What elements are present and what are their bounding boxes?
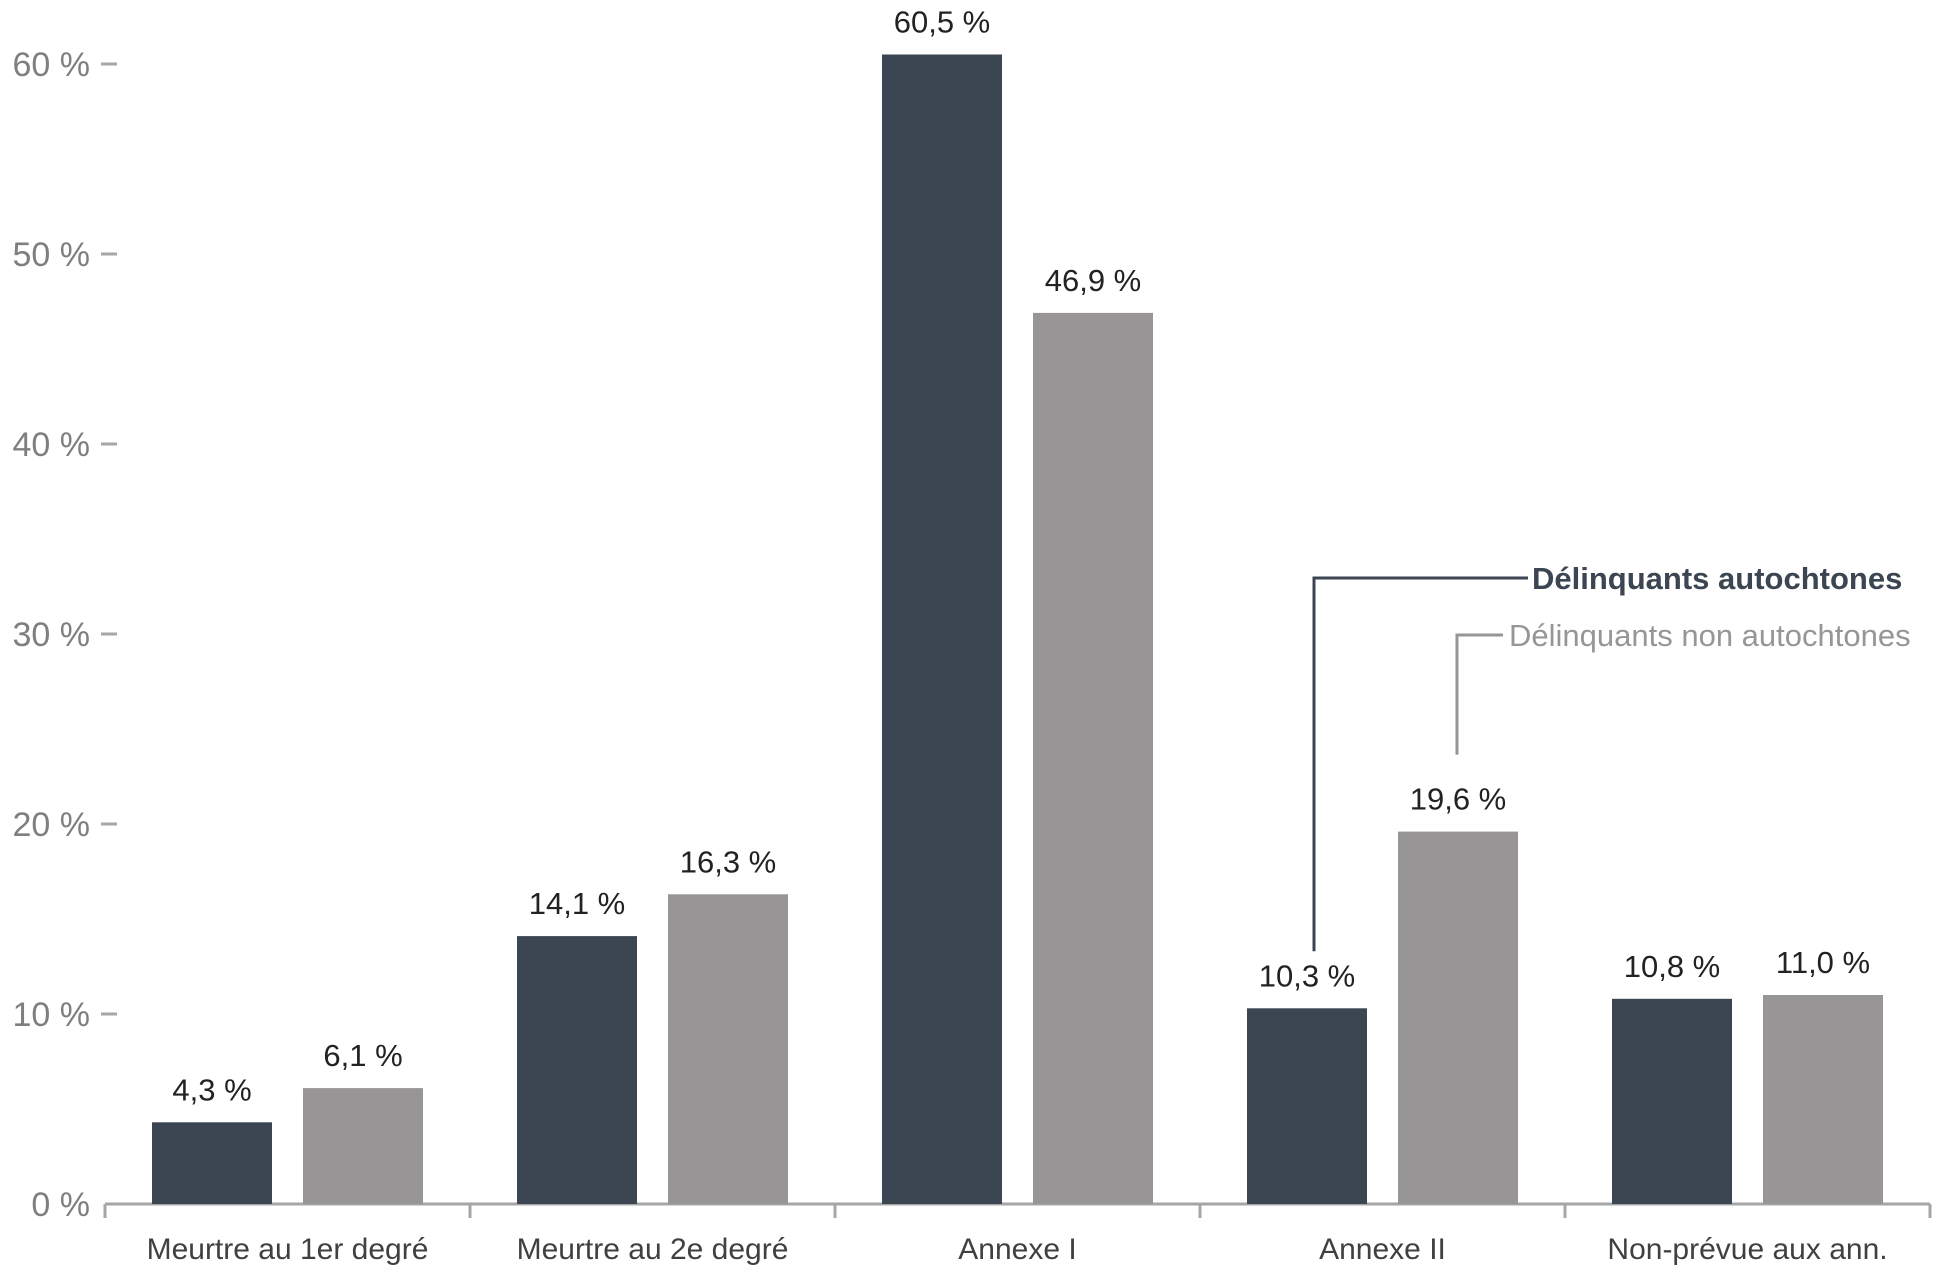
y-tick-label: 40 % (13, 426, 91, 464)
y-tick-label: 20 % (13, 806, 91, 844)
data-label: 14,1 % (529, 886, 626, 921)
data-label: 19,6 % (1410, 782, 1507, 817)
data-labels: 4,3 % 14,1 % 60,5 % 10,3 % 10,8 % 6,1 % 16,3 %… (172, 5, 1870, 1108)
bar-autochtones (1247, 1008, 1367, 1204)
legend-leader-line (1312, 576, 1528, 952)
bar-non-autochtones (1763, 995, 1883, 1204)
bars (152, 54, 1883, 1204)
x-tick-label: Annexe I (958, 1233, 1076, 1266)
y-tick-label: 50 % (13, 236, 91, 274)
x-tick-label: Meurtre au 1er degré (147, 1233, 429, 1266)
x-tick-label: Annexe II (1319, 1233, 1446, 1266)
bar-non-autochtones (1033, 312, 1153, 1204)
legend-leader-line (1455, 633, 1503, 755)
x-tick-label: Meurtre au 2e degré (517, 1233, 789, 1266)
bar-autochtones (1612, 998, 1732, 1204)
bar-non-autochtones (1398, 831, 1518, 1204)
y-tick-label: 30 % (13, 616, 91, 654)
y-axis: 0 % 10 % 20 % 30 % 40 % 50 % 60 % (13, 46, 117, 1224)
data-label: 4,3 % (172, 1072, 251, 1107)
bar-non-autochtones (303, 1088, 423, 1204)
legend: Délinquants autochtones Délinquants non a… (1312, 561, 1911, 952)
y-tick-label: 0 % (31, 1186, 90, 1224)
legend-label: Délinquants non autochtones (1509, 618, 1911, 653)
data-label: 11,0 % (1776, 945, 1870, 980)
bar-autochtones (152, 1122, 272, 1204)
y-tick-label: 10 % (13, 996, 91, 1034)
data-label: 46,9 % (1045, 263, 1142, 298)
data-label: 60,5 % (894, 5, 991, 40)
x-tick-label: Non-prévue aux ann. (1607, 1233, 1887, 1266)
data-label: 10,8 % (1624, 949, 1721, 984)
data-label: 6,1 % (323, 1038, 402, 1073)
x-axis: Meurtre au 1er degré Meurtre au 2e degré A… (103, 1202, 1932, 1266)
bar-non-autochtones (668, 894, 788, 1204)
legend-label: Délinquants autochtones (1532, 561, 1902, 596)
bar-autochtones (882, 54, 1002, 1204)
data-label: 16,3 % (680, 844, 777, 879)
bar-autochtones (517, 936, 637, 1204)
y-tick-label: 60 % (13, 46, 91, 84)
data-label: 10,3 % (1259, 958, 1356, 993)
